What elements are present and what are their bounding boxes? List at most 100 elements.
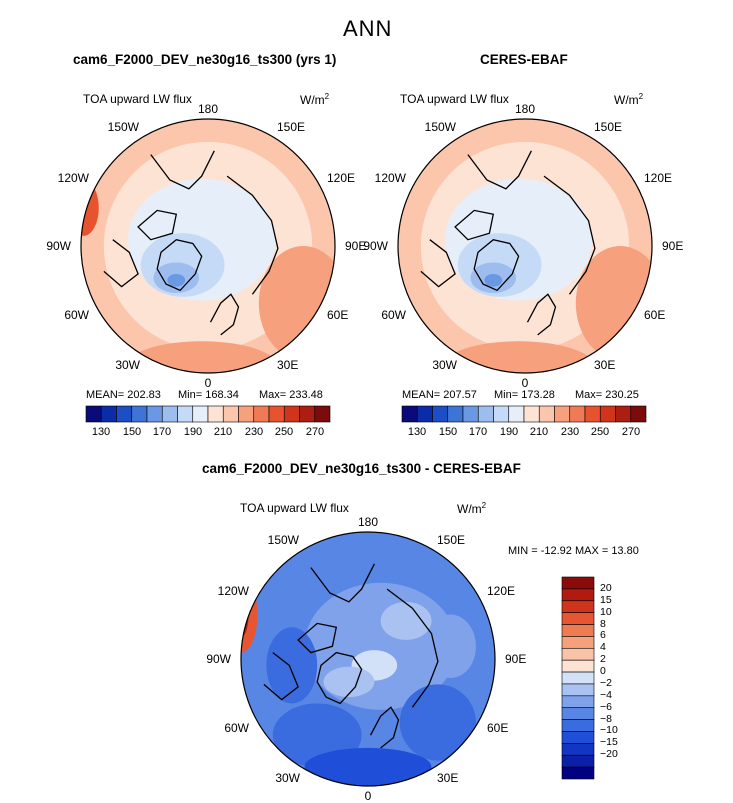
panel1-colorbar-box — [207, 405, 224, 423]
panel1-colorbar-tick: 210 — [213, 426, 233, 438]
panel2-colorbar-box — [416, 405, 433, 423]
panel2-colorbar-box — [569, 405, 586, 423]
panel2-lon-label: 60W — [381, 308, 406, 322]
panel1-lon-label: 90W — [46, 239, 71, 253]
panel3-colorbar-tick: 10 — [600, 606, 612, 618]
panel3-colorbar-box — [561, 766, 595, 780]
panel1-colorbar-box — [238, 405, 255, 423]
panel2-mean: MEAN= 207.57 — [402, 389, 477, 401]
panel2-lon-label: 180 — [514, 102, 536, 116]
panel3-colorbar-box — [561, 743, 595, 756]
panel3-lon-label: 60E — [487, 721, 509, 735]
panel3-colorbar-tick: 0 — [600, 665, 606, 677]
panel1-lon-label: 60W — [64, 308, 89, 322]
field-patch — [380, 601, 432, 640]
panel1-lon-label: 90E — [345, 239, 367, 253]
panel3-colorbar-box — [561, 576, 595, 590]
panel2-colorbar-tick: 130 — [407, 426, 427, 438]
panel2-lon-label: 0 — [521, 376, 529, 390]
panel2-lon-label: 150W — [424, 120, 456, 134]
panel2-colorbar-box — [493, 405, 510, 423]
panel3-colorbar-box — [561, 647, 595, 661]
panel3-units: W/m2 — [457, 501, 487, 516]
map-panel3-boundary — [240, 531, 496, 787]
panel2-lon-label: 150E — [594, 120, 623, 134]
panel2-lon-label: 90E — [662, 239, 684, 253]
panel3-colorbar-tick: −6 — [600, 701, 612, 713]
panel2-colorbar-tick: 270 — [621, 426, 641, 438]
panel2-colorbar-box — [615, 405, 632, 423]
panel1-lon-label: 150E — [277, 120, 306, 134]
panel1-colorbar-box — [314, 405, 331, 423]
panel3-colorbar-tick: 8 — [600, 618, 606, 630]
panel3-colorbar-box — [561, 731, 595, 744]
panel2-lon-label: 60E — [644, 308, 666, 322]
panel3-colorbar-tick: 6 — [600, 629, 606, 641]
panel2-colorbar-box — [432, 405, 449, 423]
panel3-colorbar-tick: −10 — [600, 724, 618, 736]
panel1-lon-label: 30W — [115, 358, 140, 372]
panel2-lon-label: 90W — [363, 239, 388, 253]
panel2-min: Min= 173.28 — [494, 389, 555, 401]
panel2-left-label: TOA upward LW flux — [400, 92, 509, 106]
field-patch — [323, 666, 375, 698]
panel1-colorbar-tick: 170 — [152, 426, 172, 438]
panel3-lon-label: 180 — [357, 515, 379, 529]
panel1-colorbar-box — [146, 405, 163, 423]
panel3-colorbar-box — [561, 636, 595, 649]
panel3-lon-label: 30W — [275, 771, 300, 785]
panel2-colorbar-tick: 190 — [499, 426, 519, 438]
panel1-lon-label: 0 — [204, 376, 212, 390]
panel1-colorbar-box — [177, 405, 194, 423]
panel2-colorbar-tick: 210 — [529, 426, 549, 438]
panel3-lon-label: 30E — [437, 771, 459, 785]
panel3-lon-label: 150W — [267, 533, 299, 547]
panel2-colorbar-box — [630, 405, 647, 423]
panel3-colorbar-tick: 15 — [600, 594, 612, 606]
panel1-colorbar-tick: 130 — [91, 426, 111, 438]
panel3-lon-label: 90E — [505, 652, 527, 666]
panel3-colorbar-box — [561, 695, 595, 709]
panel2-colorbar-tick: 170 — [468, 426, 488, 438]
panel3-lon-label: 120E — [487, 584, 516, 598]
panel1-colorbar-tick: 230 — [244, 426, 264, 438]
panel3-lon-label: 150E — [437, 533, 466, 547]
panel1-units: W/m2 — [300, 92, 330, 107]
panel3-colorbar-box — [561, 683, 595, 697]
panel3-colorbar-tick: −4 — [600, 689, 612, 701]
panel1-lon-label: 120W — [57, 171, 89, 185]
panel3-colorbar-box — [561, 600, 595, 613]
panel1-lon-label: 150W — [107, 120, 139, 134]
panel1-colorbar-box — [116, 405, 133, 423]
panel2-colorbar-box — [401, 405, 418, 423]
panel2-colorbar-tick: 250 — [590, 426, 610, 438]
panel2-lon-label: 120W — [374, 171, 406, 185]
map-panel1-boundary — [80, 118, 336, 374]
panel2-units: W/m2 — [614, 92, 644, 107]
coastlines — [420, 150, 596, 336]
panel2-colorbar-box — [508, 405, 525, 423]
panel1-colorbar-box — [131, 405, 148, 423]
panel1-colorbar-box — [299, 405, 316, 423]
map-panel3-field — [241, 532, 495, 786]
panel2-lon-label: 30W — [432, 358, 457, 372]
panel2-lon-label: 120E — [644, 171, 673, 185]
panel3-colorbar-box — [561, 719, 595, 732]
panel1-colorbar-tick: 190 — [183, 426, 203, 438]
panel2-colorbar-box — [523, 405, 540, 423]
panel3-colorbar-tick: 4 — [600, 641, 606, 653]
panel3-lon-label: 90W — [206, 652, 231, 666]
field-patch — [167, 273, 186, 287]
map-panel2-boundary — [397, 118, 653, 374]
panel1-colorbar-box — [100, 405, 117, 423]
field-patch — [304, 747, 432, 786]
panel3-colorbar-tick: −15 — [600, 736, 618, 748]
map-panel1-field — [81, 119, 335, 373]
panel1-colorbar-tick: 250 — [274, 426, 294, 438]
panel1-colorbar-box — [192, 405, 209, 423]
field-patch — [484, 273, 503, 287]
panel3-colorbar-box — [561, 659, 595, 673]
panel2-colorbar-box — [599, 405, 616, 423]
panel1-colorbar-box — [268, 405, 285, 423]
